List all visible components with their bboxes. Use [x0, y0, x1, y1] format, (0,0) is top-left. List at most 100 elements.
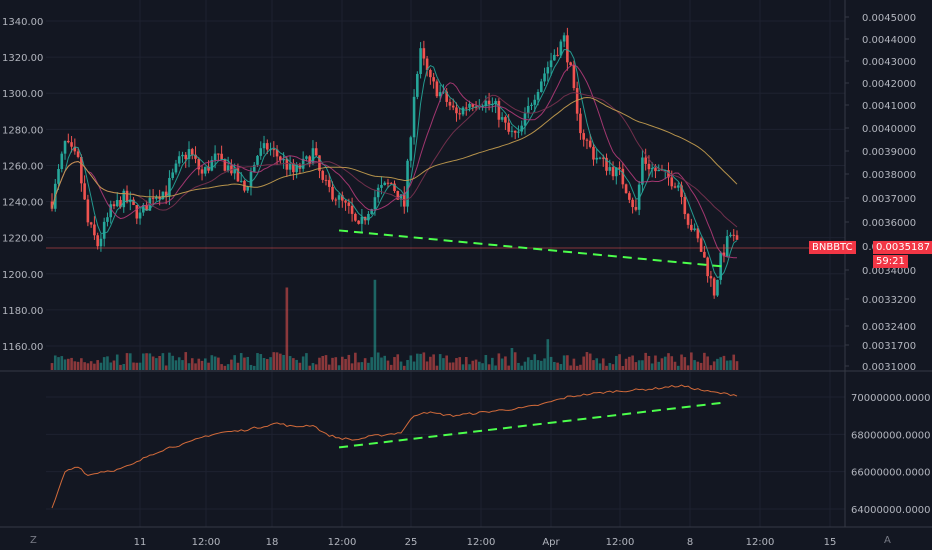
volume-bar	[562, 355, 566, 370]
candle-body	[256, 155, 259, 165]
candle-body	[102, 221, 106, 239]
volume-bar	[57, 357, 60, 370]
volume-bar	[729, 360, 732, 370]
volume-bar	[507, 365, 510, 370]
candle-body	[67, 140, 70, 143]
volume-bar	[693, 360, 696, 370]
volume-bar	[451, 362, 455, 370]
volume-bar	[592, 360, 595, 370]
btc-axis-label: 0.0044000	[862, 35, 916, 46]
candle-body	[592, 146, 595, 160]
volume-bar	[735, 361, 739, 370]
candle-body	[204, 166, 207, 174]
candle-body	[89, 222, 93, 225]
candle-body	[380, 185, 383, 188]
candle-body	[517, 131, 520, 133]
candle-body	[618, 167, 621, 169]
candle-body	[553, 54, 556, 61]
price-axis-label: 1240.00	[2, 198, 43, 209]
volume-bar	[318, 357, 321, 370]
volume-bar	[347, 354, 351, 370]
volume-bar	[696, 361, 700, 370]
zoom-button[interactable]: Z	[30, 535, 37, 546]
candle-body	[451, 105, 455, 108]
candle-body	[588, 140, 592, 147]
time-axis-label: 12:00	[328, 537, 357, 548]
candle-body	[663, 170, 667, 172]
volume-bar	[676, 365, 680, 370]
obv-line	[51, 384, 738, 509]
candle-body	[634, 207, 638, 210]
volume-bar	[370, 357, 373, 370]
moving-averages	[46, 48, 845, 279]
auto-scale-button[interactable]: A	[884, 535, 891, 546]
btc-axis-label: 0.0038000	[862, 170, 916, 181]
volume-bar	[588, 353, 592, 370]
volume-bar	[732, 354, 736, 370]
candle-body	[520, 125, 524, 132]
volume-bar	[569, 365, 572, 370]
candle-body	[190, 149, 194, 155]
candle-body	[615, 167, 618, 177]
volume-bar	[533, 354, 537, 370]
volume-bar	[174, 360, 178, 370]
candle-body	[445, 91, 448, 102]
volume-bar	[102, 357, 106, 370]
candle-body	[207, 166, 210, 171]
candle-body	[142, 205, 145, 213]
volume-bar	[350, 363, 354, 370]
candle-body	[393, 183, 396, 192]
trendlines[interactable]	[338, 229, 725, 449]
volume-bar	[435, 365, 439, 370]
time-axis-label: 12:00	[746, 537, 775, 548]
candle-body	[690, 224, 693, 231]
volume-bar	[269, 357, 272, 370]
time-axis-label: 18	[266, 537, 279, 548]
candle-body	[530, 104, 533, 106]
candle-body	[406, 160, 409, 207]
candle-body	[194, 154, 197, 159]
candle-body	[76, 151, 80, 157]
candle-body	[347, 202, 351, 206]
volume-bar	[190, 358, 194, 370]
trendline-price[interactable]	[338, 229, 725, 268]
candle-body	[115, 200, 119, 207]
candle-body	[644, 157, 647, 164]
candle-body	[168, 177, 171, 197]
volume-bar	[647, 356, 651, 370]
volume-bar	[70, 357, 73, 370]
candle-body	[504, 117, 507, 123]
volume-bar	[256, 353, 259, 370]
candle-body	[138, 212, 142, 219]
volume-bar	[125, 353, 129, 370]
volume-bar	[243, 357, 246, 370]
volume-bar	[83, 362, 86, 370]
candle-body	[376, 187, 380, 198]
volume-bar	[712, 361, 716, 370]
candle-body	[171, 172, 174, 178]
trendline-obv[interactable]	[338, 401, 725, 449]
candle-body	[132, 199, 135, 206]
volume-bar	[461, 364, 465, 370]
volume-bar	[419, 353, 422, 370]
candle-body	[285, 158, 289, 170]
volume-bar	[722, 355, 726, 370]
volume-bar	[683, 357, 687, 370]
volume-bar	[279, 353, 282, 370]
candle-body	[334, 199, 338, 201]
candle-body	[533, 99, 537, 105]
candle-body	[318, 155, 321, 171]
candle-body	[425, 58, 429, 71]
volume-bar	[494, 365, 497, 370]
candle-body	[184, 154, 188, 159]
candle-body	[151, 197, 155, 199]
volume-bar	[142, 353, 145, 370]
candle-body	[236, 167, 240, 182]
volume-bar	[265, 359, 269, 370]
volume-bar	[373, 279, 377, 370]
candle-body	[63, 140, 67, 154]
candle-body	[601, 157, 605, 159]
candlesticks[interactable]	[50, 27, 739, 299]
volume-bar	[217, 357, 220, 370]
